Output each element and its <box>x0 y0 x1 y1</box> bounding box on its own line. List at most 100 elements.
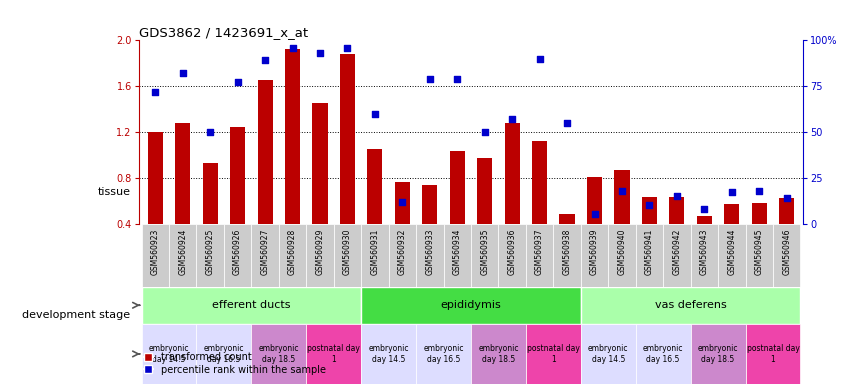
Bar <box>416 223 443 286</box>
Bar <box>175 123 190 223</box>
Bar <box>779 199 794 223</box>
Point <box>258 58 272 64</box>
Point <box>313 50 326 56</box>
Legend: transformed count, percentile rank within the sample: transformed count, percentile rank withi… <box>144 353 326 375</box>
Point <box>286 45 299 51</box>
Text: embryonic
day 16.5: embryonic day 16.5 <box>204 344 244 364</box>
Point <box>149 89 162 95</box>
Bar <box>724 204 739 223</box>
Text: GSM560940: GSM560940 <box>617 228 627 275</box>
Text: GSM560926: GSM560926 <box>233 228 242 275</box>
Text: GSM560944: GSM560944 <box>727 228 736 275</box>
Text: GSM560933: GSM560933 <box>426 228 434 275</box>
Bar <box>416 324 471 384</box>
Text: embryonic
day 14.5: embryonic day 14.5 <box>368 344 409 364</box>
Bar <box>690 324 745 384</box>
Bar <box>230 127 245 223</box>
Text: GSM560925: GSM560925 <box>206 228 214 275</box>
Bar <box>141 223 169 286</box>
Bar <box>532 141 547 223</box>
Text: embryonic
day 14.5: embryonic day 14.5 <box>149 344 189 364</box>
Text: GSM560939: GSM560939 <box>590 228 599 275</box>
Bar <box>334 223 361 286</box>
Text: GSM560941: GSM560941 <box>645 228 654 275</box>
Bar <box>587 177 602 223</box>
Bar <box>581 324 636 384</box>
Bar <box>471 324 526 384</box>
Bar <box>581 223 608 286</box>
Bar <box>361 223 389 286</box>
Point <box>505 116 519 122</box>
Point <box>204 129 217 135</box>
Text: embryonic
day 18.5: embryonic day 18.5 <box>258 344 299 364</box>
Text: GSM560946: GSM560946 <box>782 228 791 275</box>
Bar <box>559 214 574 223</box>
Bar <box>148 132 163 223</box>
Bar <box>697 215 711 223</box>
Text: GSM560924: GSM560924 <box>178 228 188 275</box>
Bar <box>394 182 410 223</box>
Bar <box>169 223 197 286</box>
Text: GSM560929: GSM560929 <box>315 228 325 275</box>
Bar <box>306 324 361 384</box>
Text: embryonic
day 18.5: embryonic day 18.5 <box>479 344 519 364</box>
Text: GSM560942: GSM560942 <box>672 228 681 275</box>
Point <box>616 187 629 194</box>
Bar <box>505 123 520 223</box>
Bar <box>257 80 272 223</box>
Bar <box>389 223 416 286</box>
Bar <box>526 324 581 384</box>
Text: tissue: tissue <box>98 187 130 197</box>
Bar <box>278 223 306 286</box>
Point <box>643 202 656 209</box>
Text: postnatal day
1: postnatal day 1 <box>747 344 800 364</box>
Bar <box>368 149 383 223</box>
Bar <box>669 197 685 223</box>
Bar <box>664 223 690 286</box>
Text: postnatal day
1: postnatal day 1 <box>307 344 360 364</box>
Text: GSM560931: GSM560931 <box>370 228 379 275</box>
Text: embryonic
day 14.5: embryonic day 14.5 <box>588 344 628 364</box>
Bar <box>224 223 251 286</box>
Text: GSM560938: GSM560938 <box>563 228 572 275</box>
Text: GSM560937: GSM560937 <box>535 228 544 275</box>
Text: postnatal day
1: postnatal day 1 <box>526 344 579 364</box>
Point <box>697 206 711 212</box>
Bar <box>553 223 581 286</box>
Bar <box>477 158 492 223</box>
Bar <box>690 223 718 286</box>
Point <box>478 129 491 135</box>
Point <box>395 199 409 205</box>
Text: GSM560945: GSM560945 <box>754 228 764 275</box>
Bar <box>471 223 499 286</box>
Point <box>533 56 547 62</box>
Text: GSM560932: GSM560932 <box>398 228 407 275</box>
Bar <box>361 286 581 324</box>
Bar <box>197 324 251 384</box>
Point <box>670 193 684 199</box>
Text: GDS3862 / 1423691_x_at: GDS3862 / 1423691_x_at <box>139 26 308 39</box>
Text: GSM560928: GSM560928 <box>288 228 297 275</box>
Bar <box>450 151 465 223</box>
Text: GSM560943: GSM560943 <box>700 228 709 275</box>
Bar <box>443 223 471 286</box>
Bar <box>499 223 526 286</box>
Point <box>451 76 464 82</box>
Bar <box>251 223 278 286</box>
Bar <box>526 223 553 286</box>
Text: GSM560923: GSM560923 <box>151 228 160 275</box>
Bar <box>306 223 334 286</box>
Text: GSM560930: GSM560930 <box>343 228 352 275</box>
Bar <box>422 185 437 223</box>
Point <box>368 111 382 117</box>
Bar <box>340 54 355 223</box>
Text: GSM560935: GSM560935 <box>480 228 489 275</box>
Text: GSM560936: GSM560936 <box>508 228 516 275</box>
Bar <box>581 286 801 324</box>
Bar <box>642 197 657 223</box>
Bar <box>745 223 773 286</box>
Point <box>341 45 354 51</box>
Bar <box>608 223 636 286</box>
Bar <box>141 286 361 324</box>
Point <box>423 76 436 82</box>
